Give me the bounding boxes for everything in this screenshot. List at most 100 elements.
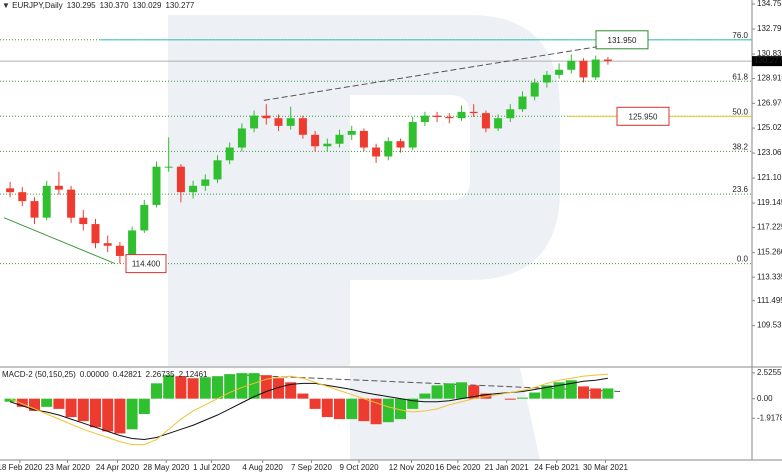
candle-body	[298, 118, 307, 135]
candle-body	[250, 115, 259, 129]
candle-body	[225, 147, 234, 161]
watermark	[350, 368, 540, 460]
macd-bar	[529, 392, 541, 399]
candle-body	[506, 109, 515, 119]
macd-bar	[480, 393, 492, 399]
candle-body	[396, 141, 405, 148]
macd-bar	[419, 393, 431, 399]
candle-body	[555, 69, 564, 75]
candle-body	[567, 60, 576, 70]
macd-bar	[321, 398, 333, 418]
macd-bar	[114, 398, 126, 434]
candle-body	[408, 122, 417, 148]
macd-bar	[90, 398, 101, 428]
x-tick-label: 12 Nov 2020	[389, 463, 435, 472]
header-value: 130.029	[133, 1, 162, 10]
candle-body	[164, 166, 173, 168]
macd-bar	[565, 380, 577, 399]
candle-body	[67, 189, 76, 218]
candle-body	[103, 243, 112, 246]
macd-bar	[138, 398, 150, 414]
candle-body	[384, 141, 393, 157]
macd-bar	[199, 377, 211, 399]
y-tick-label: 121.105	[757, 173, 782, 182]
x-tick-label: 1 Jul 2020	[193, 463, 230, 472]
last-price-label: 130.277	[754, 56, 782, 65]
candle-body	[457, 111, 466, 119]
candle-body	[603, 59, 612, 62]
candle-body	[494, 118, 503, 129]
macd-bar	[273, 378, 284, 399]
x-tick-label: 7 Sep 2020	[291, 463, 332, 472]
low-label: 114.400	[132, 260, 161, 269]
macd-bar	[53, 398, 65, 409]
fib-label: 23.6	[732, 185, 748, 194]
candle-body	[347, 130, 356, 135]
y-tick-label: 109.535	[757, 321, 782, 330]
macd-bar	[334, 398, 345, 420]
header-value: 130.370	[100, 1, 129, 10]
macd-bar	[395, 398, 406, 420]
x-tick-label: 21 Jan 2021	[485, 463, 530, 472]
y-tick-label: 119.145	[757, 198, 782, 207]
macd-bar	[346, 398, 358, 420]
candle-body	[481, 113, 490, 129]
x-tick-label: 24 Apr 2020	[96, 463, 140, 472]
macd-bar	[29, 398, 40, 411]
candle-body	[530, 82, 539, 97]
candle-body	[433, 115, 442, 117]
macd-bar	[541, 385, 553, 399]
trendline	[263, 46, 597, 101]
macd-bar	[553, 382, 565, 399]
macd-bar	[41, 398, 53, 407]
candle-body	[518, 96, 527, 110]
macd-bar	[212, 376, 223, 399]
candle-body	[42, 185, 51, 218]
macd-bar	[4, 398, 16, 402]
macd-line	[9, 373, 608, 446]
y-tick-label: 113.335	[757, 272, 782, 281]
candle-body	[140, 204, 149, 231]
macd-bar	[151, 383, 162, 399]
level-label: 131.950	[608, 36, 637, 45]
header-value: 0.00000	[80, 370, 109, 379]
candle-body	[18, 192, 27, 202]
macd-bar	[431, 385, 443, 399]
macd-bar	[504, 398, 516, 400]
macd-bar	[285, 382, 297, 399]
indicator-header: MACD-2 (50,150,25) 0.00000 0.42821 2.26735 2…	[2, 370, 208, 379]
candle-body	[542, 74, 551, 83]
y-tick-label: 128.910	[757, 74, 782, 83]
macd-bar	[309, 398, 321, 409]
fib-label: 76.0	[732, 31, 748, 40]
fib-label: 50.0	[732, 107, 748, 116]
macd-bar	[517, 397, 528, 399]
candle-body	[30, 201, 39, 218]
chart-title: MACD-2 (50,150,25)	[2, 370, 76, 379]
header-value: 2.12461	[179, 370, 208, 379]
macd-bar	[224, 374, 236, 399]
macd-bar	[187, 378, 199, 399]
x-tick-label: 30 Mar 2021	[583, 463, 628, 472]
header-value: 130.295	[67, 1, 96, 10]
macd-bar	[590, 388, 602, 399]
x-tick-label: 9 Oct 2020	[339, 463, 379, 472]
macd-bar	[602, 388, 614, 399]
y-tick-label: 126.970	[757, 98, 782, 107]
x-tick-label: 24 Feb 2021	[534, 463, 579, 472]
y-tick-label: -1.91788	[757, 413, 782, 422]
macd-bar	[260, 375, 272, 399]
macd-bar	[297, 393, 309, 399]
candle-body	[335, 134, 344, 144]
x-tick-label: 16 Dec 2020	[435, 463, 481, 472]
candle-body	[286, 118, 295, 126]
candle-body	[323, 143, 332, 147]
macd-bar	[248, 373, 260, 399]
candle-body	[213, 160, 222, 180]
macd-bar	[126, 398, 138, 430]
candle-body	[274, 118, 283, 126]
low-box	[125, 254, 167, 274]
level-box	[616, 106, 670, 126]
